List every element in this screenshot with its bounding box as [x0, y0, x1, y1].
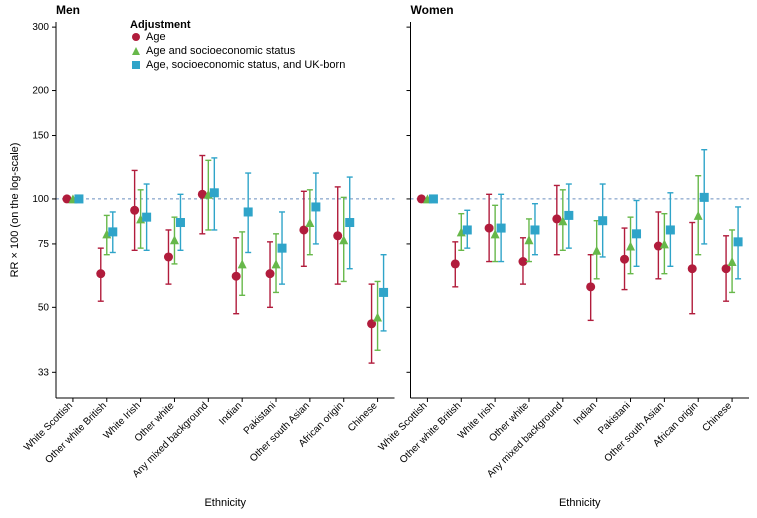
x-category-label: Other south Asian [603, 400, 667, 464]
x-category-label: Other south Asian [248, 400, 312, 464]
y-tick-label: 100 [32, 194, 49, 205]
x-category-label: Other white British [398, 400, 464, 466]
x-category-label: Indian [572, 400, 599, 427]
y-tick-label: 50 [38, 302, 50, 313]
x-axis-label: Ethnicity [559, 497, 601, 509]
x-category-label: Chinese [346, 400, 380, 434]
panel: WomenWhite ScottishOther white BritishWh… [377, 3, 749, 509]
y-tick-label: 150 [32, 131, 49, 142]
x-category-label: Indian [217, 400, 244, 427]
panel-title: Men [56, 3, 80, 17]
forest-plot-container: Men 33 50 75 100 150 200 300 RR × 100 (on the lo… [0, 0, 757, 518]
y-tick-label: 300 [32, 22, 49, 33]
chart-svg: Men 33 50 75 100 150 200 300 RR × 100 (on the lo… [0, 0, 757, 518]
legend-item-label: Age [146, 31, 166, 43]
y-tick-label: 200 [32, 86, 49, 97]
panel: Men 33 50 75 100 150 200 300 RR × 100 (on the lo… [9, 3, 395, 509]
legend-item-label: Age and socioeconomic status [146, 45, 296, 57]
x-category-label: Chinese [700, 400, 734, 434]
legend: AdjustmentAge Age and socioeconomic statu… [130, 19, 345, 71]
y-axis-label: RR × 100 (on the log-scale) [9, 143, 21, 278]
panel-title: Women [411, 3, 454, 17]
y-tick-label: 75 [38, 239, 50, 250]
legend-title: Adjustment [130, 19, 191, 31]
x-category-label: Other white British [43, 400, 109, 466]
x-axis-label: Ethnicity [204, 497, 246, 509]
legend-item-label: Age, socioeconomic status, and UK-born [146, 59, 345, 71]
y-tick-label: 33 [38, 367, 50, 378]
